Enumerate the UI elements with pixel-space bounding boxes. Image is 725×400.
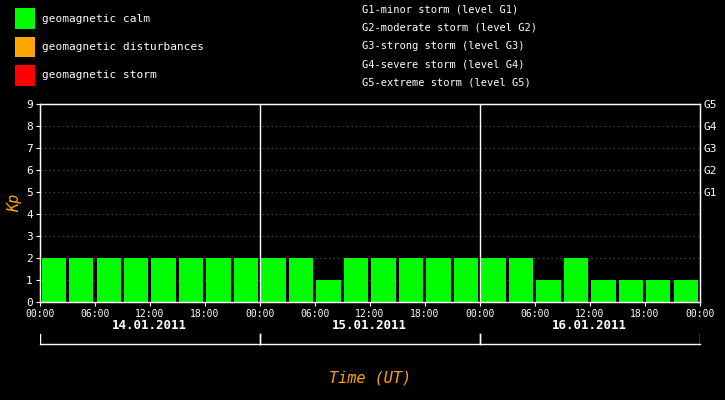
Bar [152,258,175,302]
Bar [179,258,203,302]
Bar [344,258,368,302]
Bar [619,280,643,302]
Text: G5-extreme storm (level G5): G5-extreme storm (level G5) [362,78,531,88]
Bar [399,258,423,302]
Text: G1-minor storm (level G1): G1-minor storm (level G1) [362,4,519,14]
Bar [509,258,533,302]
Bar [69,258,94,302]
Bar [674,280,698,302]
Text: geomagnetic calm: geomagnetic calm [42,14,150,24]
Text: 14.01.2011: 14.01.2011 [112,319,187,332]
Bar [371,258,396,302]
Bar [536,280,560,302]
Text: Time (UT): Time (UT) [328,370,411,386]
Bar [124,258,148,302]
Text: geomagnetic storm: geomagnetic storm [42,70,157,80]
Bar [207,258,231,302]
Text: G2-moderate storm (level G2): G2-moderate storm (level G2) [362,23,537,33]
Bar [454,258,478,302]
Bar [262,258,286,302]
Text: G3-strong storm (level G3): G3-strong storm (level G3) [362,41,525,51]
Bar [646,280,671,302]
Bar [289,258,313,302]
Text: 16.01.2011: 16.01.2011 [552,319,627,332]
Text: G4-severe storm (level G4): G4-severe storm (level G4) [362,59,525,69]
Bar [316,280,341,302]
Bar [426,258,450,302]
Bar [41,258,66,302]
Bar [14,8,35,29]
Text: 15.01.2011: 15.01.2011 [332,319,407,332]
Bar [96,258,120,302]
Y-axis label: Kp: Kp [7,194,22,212]
Bar [14,37,35,57]
Bar [14,65,35,86]
Bar [234,258,258,302]
Bar [564,258,588,302]
Bar [592,280,616,302]
Bar [481,258,505,302]
Text: geomagnetic disturbances: geomagnetic disturbances [42,42,204,52]
